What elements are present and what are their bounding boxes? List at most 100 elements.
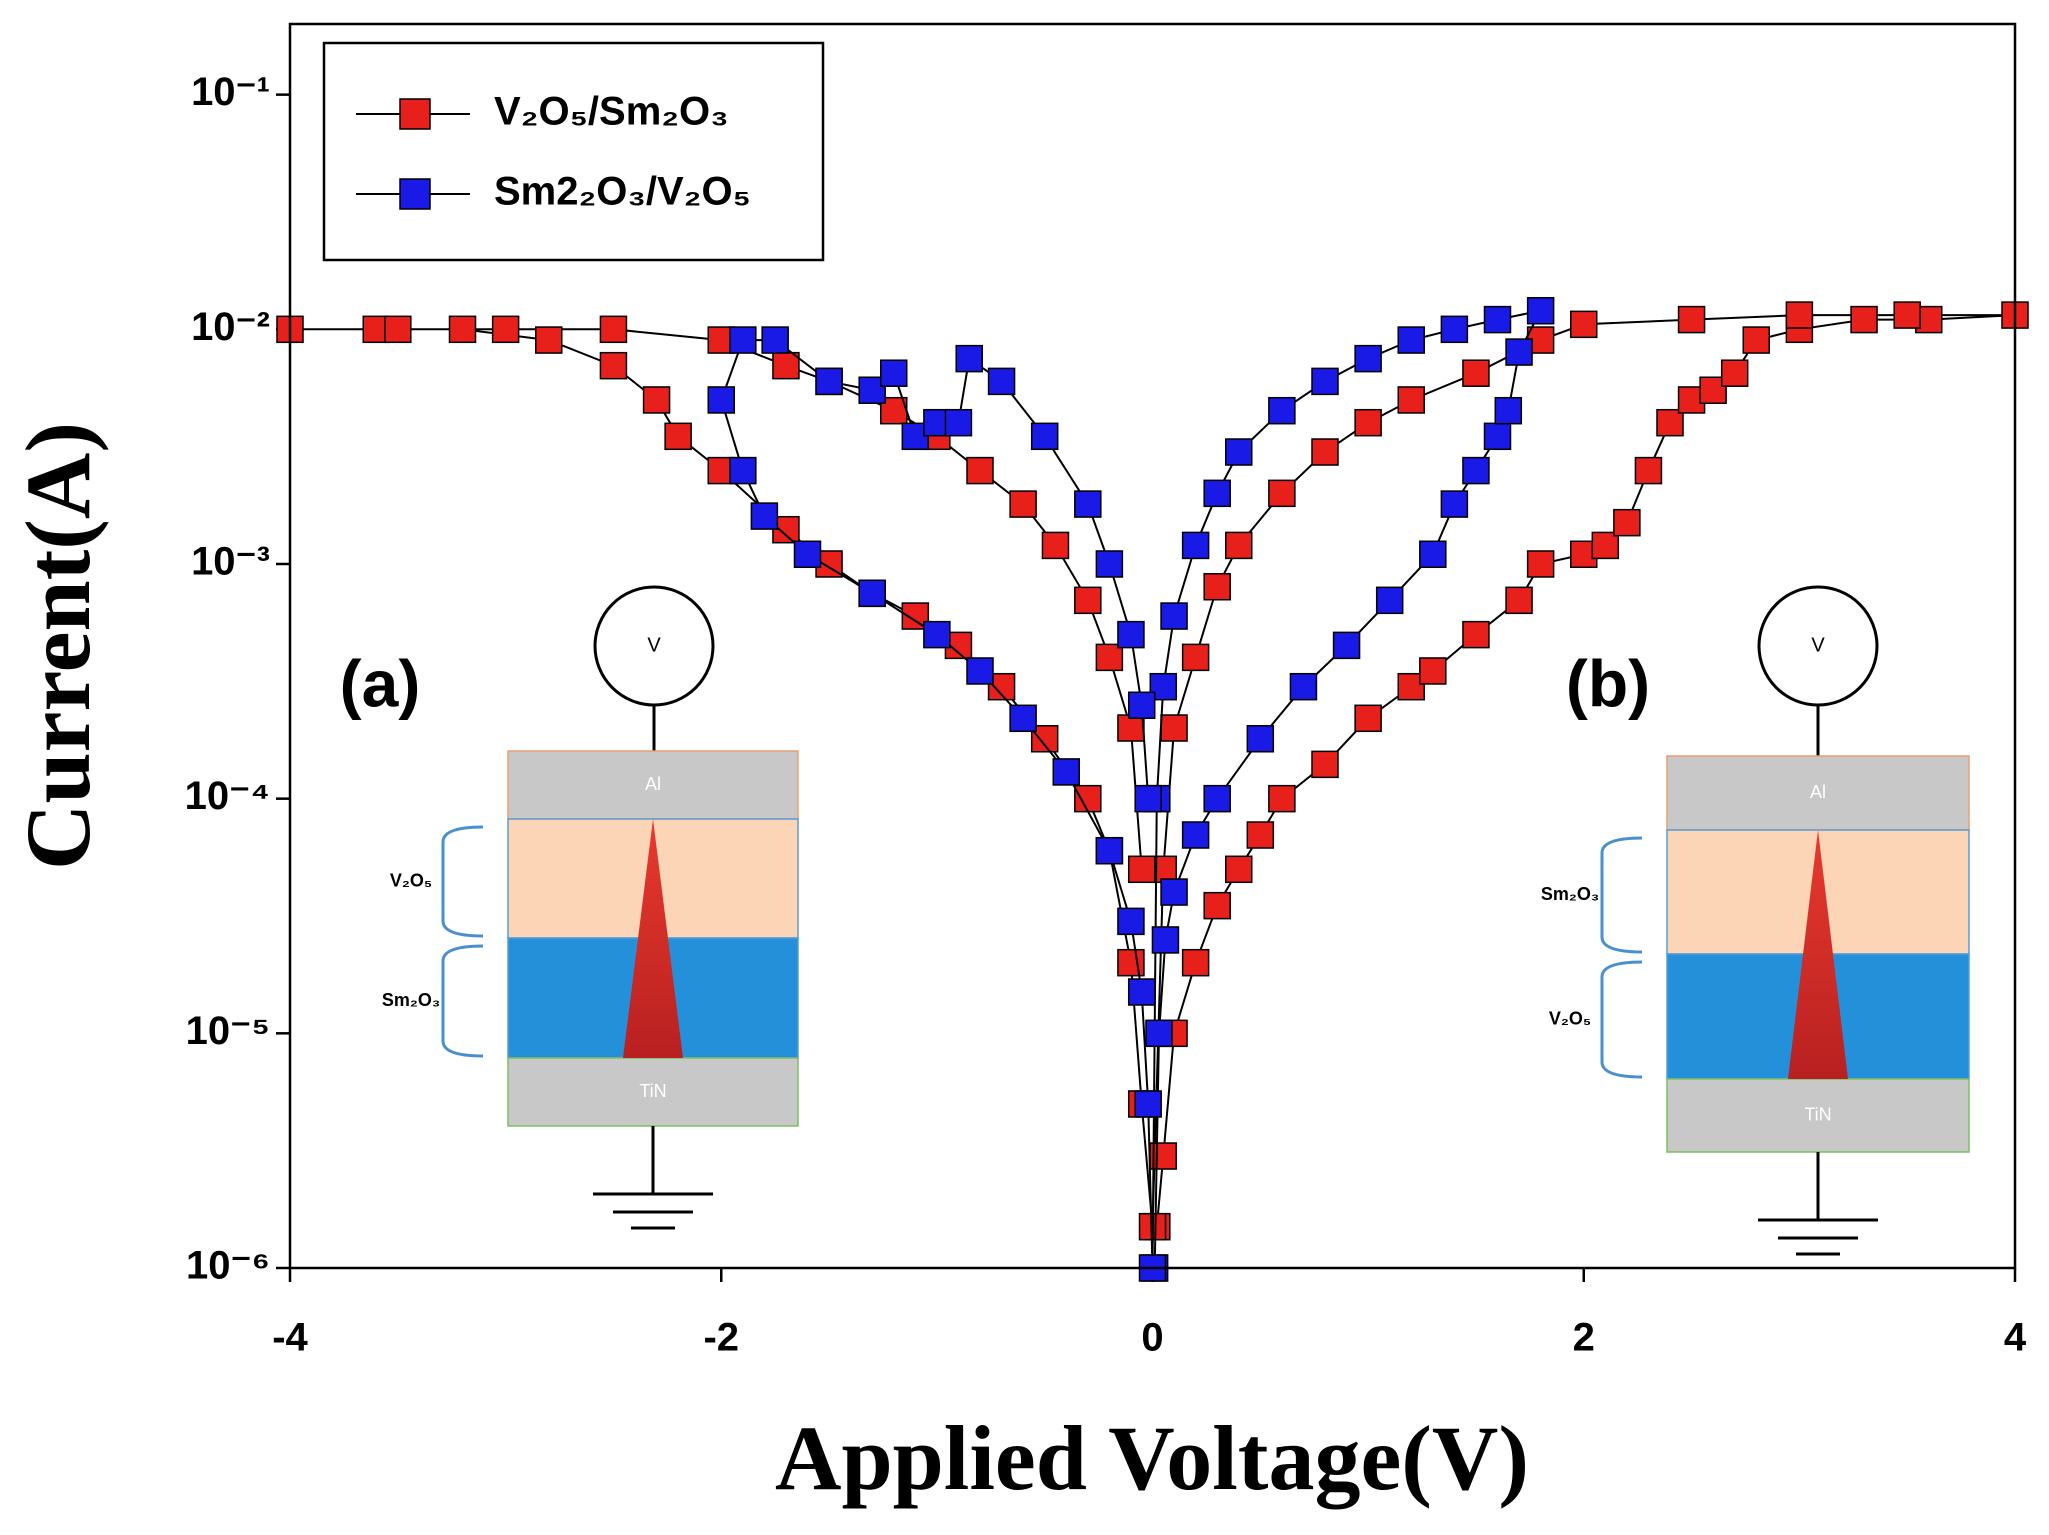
marker [858, 579, 886, 608]
marker [772, 351, 800, 380]
marker [599, 351, 628, 380]
marker [1720, 359, 1749, 387]
marker [707, 386, 735, 414]
meter-label: V [1811, 634, 1825, 656]
marker [729, 456, 757, 485]
marker [1160, 878, 1188, 906]
marker [1526, 550, 1555, 578]
legend: V₂O₅/Sm₂O₃ Sm2₂O₃/V₂O₅ [322, 41, 825, 262]
marker [1656, 408, 1684, 437]
marker [1009, 490, 1037, 518]
y-tick-label: 10⁻⁴ [185, 774, 270, 818]
marker [599, 315, 628, 344]
marker [1149, 1142, 1178, 1170]
marker [1311, 750, 1339, 779]
marker [1246, 725, 1275, 753]
marker [491, 315, 520, 344]
y-tick-label: 10⁻⁶ [186, 1244, 270, 1288]
marker [1160, 714, 1188, 742]
plot: 10⁻⁶ 10⁻⁵ 10⁻⁴ 10⁻³ 10⁻² 10⁻¹ -4 -2 0 2 4 [185, 70, 2029, 1360]
y-tick-label: 10⁻³ [191, 540, 270, 584]
marker [1505, 586, 1533, 615]
marker [1117, 907, 1145, 936]
marker [535, 326, 563, 354]
marker [1893, 301, 1921, 329]
marker [1613, 508, 1641, 537]
marker [384, 315, 412, 344]
legend-label: V₂O₅/Sm₂O₃ [494, 90, 729, 134]
marker [1095, 643, 1124, 672]
marker [750, 502, 779, 530]
marker [1850, 305, 1878, 334]
layer-label: V₂O₅ [390, 870, 432, 890]
marker [944, 408, 973, 437]
bracket [441, 944, 484, 1058]
marker [1095, 550, 1124, 578]
marker [1311, 367, 1339, 396]
legend-box [322, 41, 825, 262]
marker [1127, 855, 1156, 884]
marker [448, 315, 477, 344]
x-tick-label: 4 [2004, 1316, 2027, 1360]
marker [1225, 531, 1253, 560]
marker [815, 367, 843, 396]
marker [1117, 948, 1145, 977]
marker [1127, 978, 1156, 1006]
marker [1203, 479, 1231, 508]
marker [1494, 396, 1523, 425]
marker [1462, 456, 1490, 485]
marker [1354, 408, 1382, 437]
marker [1203, 891, 1231, 920]
marker [1074, 586, 1102, 615]
bracket [1600, 836, 1643, 954]
marker [664, 422, 692, 451]
inset-label: (a) [340, 646, 421, 720]
meter-label: V [647, 634, 661, 656]
marker [1074, 784, 1102, 813]
marker [1095, 836, 1124, 865]
marker [1354, 344, 1382, 373]
marker [1462, 359, 1490, 387]
marker [1030, 422, 1059, 451]
plot-frame [288, 22, 2017, 1270]
marker [1375, 586, 1404, 615]
marker [1462, 620, 1490, 649]
marker [955, 344, 983, 373]
layer [1666, 755, 1970, 831]
marker [1742, 326, 1770, 354]
marker [1570, 310, 1598, 339]
layer-label: Al [645, 774, 661, 794]
marker [1117, 714, 1145, 742]
marker [966, 657, 994, 685]
marker [729, 326, 757, 354]
x-tick-label: 2 [1573, 1316, 1595, 1360]
marker [901, 422, 930, 451]
layer-label: V₂O₅ [1549, 1008, 1591, 1028]
x-tick-label: 0 [1141, 1316, 1163, 1360]
y-tick-label: 10⁻¹ [191, 70, 270, 114]
marker [1009, 704, 1037, 733]
marker [1332, 631, 1361, 660]
marker [1397, 386, 1425, 414]
marker [1268, 784, 1296, 813]
filament [1788, 830, 1848, 1079]
marker [1289, 672, 1318, 701]
marker [1225, 438, 1253, 466]
marker [1634, 456, 1663, 485]
marker [1354, 704, 1382, 733]
marker [1440, 490, 1469, 518]
marker [1181, 948, 1210, 977]
marker [1311, 438, 1339, 466]
marker [1181, 531, 1210, 560]
layer-label: TiN [639, 1081, 666, 1101]
marker [1526, 296, 1555, 325]
layer-label: TiN [1804, 1104, 1831, 1124]
marker [1052, 758, 1080, 786]
marker [1203, 784, 1231, 813]
marker [793, 540, 822, 569]
marker [1397, 326, 1425, 354]
marker [1134, 1090, 1162, 1118]
marker [1440, 315, 1469, 344]
marker [923, 620, 951, 649]
